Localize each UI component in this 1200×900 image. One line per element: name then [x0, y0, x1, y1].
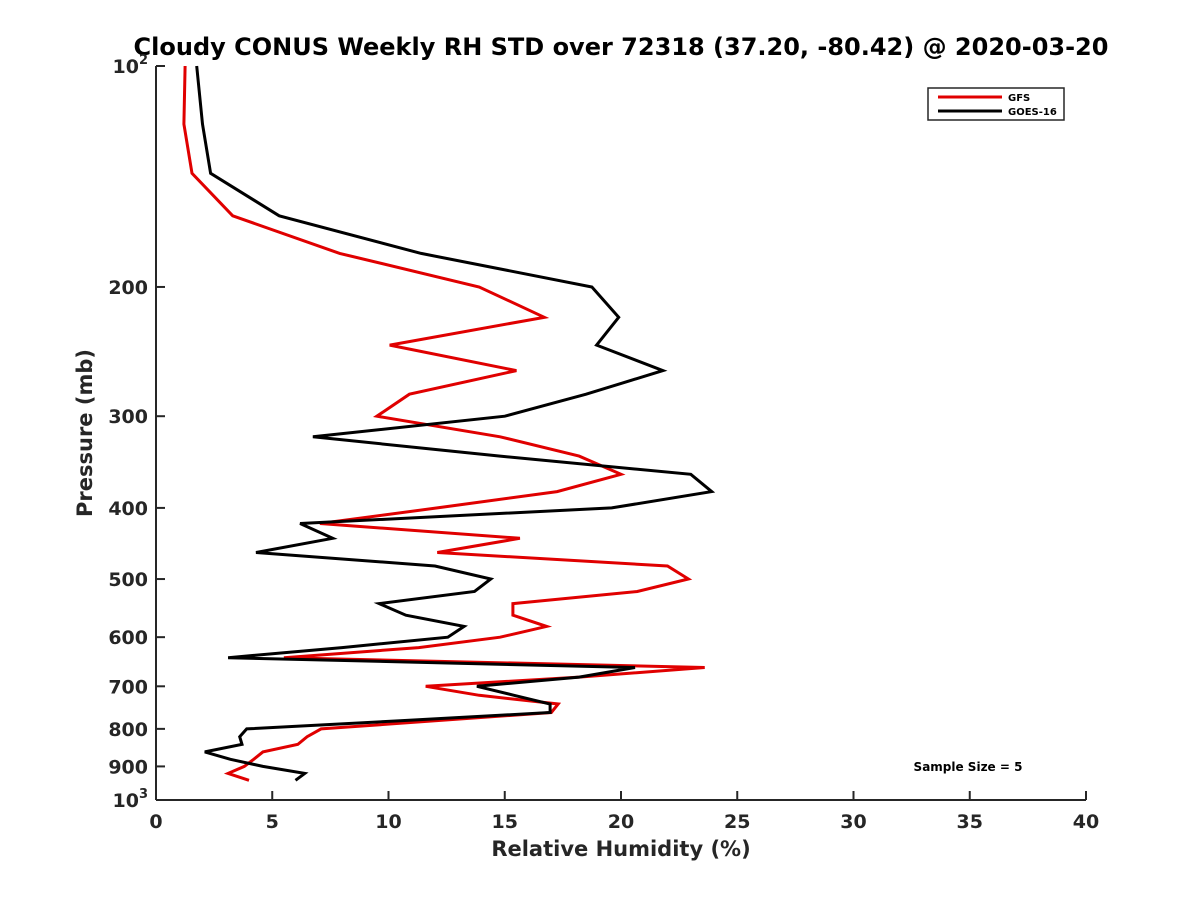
- y-tick-label: 800: [108, 719, 148, 741]
- series-line-gfs: [182, 65, 705, 782]
- x-tick-label: 25: [724, 811, 750, 833]
- y-tick-label: 600: [108, 627, 148, 649]
- y-tick-label: 102: [113, 53, 149, 78]
- legend-label-goes16: GOES-16: [1008, 107, 1057, 118]
- x-ticks: 0 5 10 15 20 25 30 35 40: [149, 791, 1099, 833]
- x-tick-label: 10: [375, 811, 401, 833]
- legend-box: [927, 87, 1065, 121]
- y-tick-label: 400: [108, 498, 148, 520]
- y-tick-label: 500: [108, 569, 148, 591]
- series-line-goes16: [195, 65, 716, 782]
- y-tick-label: 200: [108, 277, 148, 299]
- x-tick-label: 30: [840, 811, 866, 833]
- sample-size-annotation: Sample Size = 5: [914, 760, 1023, 774]
- legend: GFS GOES-16: [927, 87, 1065, 121]
- plot-lines: [182, 65, 716, 782]
- x-tick-label: 5: [266, 811, 279, 833]
- y-axis-label: Pressure (mb): [73, 349, 97, 517]
- x-axis-label: Relative Humidity (%): [491, 837, 750, 861]
- x-tick-label: 20: [608, 811, 634, 833]
- y-tick-label: 103: [113, 787, 149, 812]
- y-tick-label: 700: [108, 676, 148, 698]
- x-tick-label: 15: [492, 811, 518, 833]
- x-tick-label: 35: [957, 811, 983, 833]
- y-tick-label: 900: [108, 756, 148, 778]
- x-tick-label: 0: [149, 811, 162, 833]
- legend-label-gfs: GFS: [1008, 93, 1030, 104]
- x-tick-label: 40: [1073, 811, 1099, 833]
- y-ticks: 102 200 300 400 500 600 700 800 900 103: [108, 53, 165, 812]
- y-tick-label: 300: [108, 406, 148, 428]
- chart-title: Cloudy CONUS Weekly RH STD over 72318 (3…: [134, 33, 1109, 61]
